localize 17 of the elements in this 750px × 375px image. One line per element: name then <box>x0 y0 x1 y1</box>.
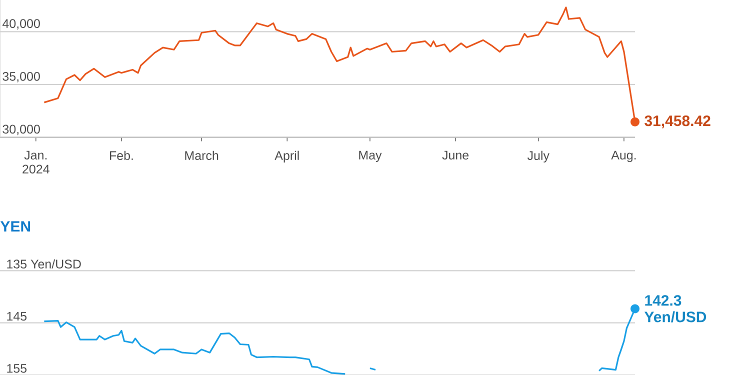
y-tick-label: 135 Yen/USD <box>7 259 81 269</box>
chart-title: YEN <box>0 221 30 232</box>
x-tick-label: April <box>274 150 299 162</box>
x-tick-label: Feb. <box>110 150 133 160</box>
y-tick-label: 155 <box>7 364 27 373</box>
x-tick-label: May <box>359 150 382 162</box>
x-tick-label: June <box>442 150 469 160</box>
annotation: 31,458.42 <box>644 116 710 128</box>
y-tick-label: 30,000 <box>2 124 40 136</box>
annotation: 142.3 Yen/USD <box>644 295 706 322</box>
x-tick-label: Jan. 2024 <box>22 150 50 174</box>
y-tick-label: 35,000 <box>2 72 40 82</box>
x-tick-label: Aug. <box>611 150 636 162</box>
y-tick-label: 145 <box>7 312 27 321</box>
x-tick-label: March <box>185 150 218 160</box>
y-tick-label: 40,000 <box>2 19 40 30</box>
x-tick-label: July <box>527 150 550 162</box>
